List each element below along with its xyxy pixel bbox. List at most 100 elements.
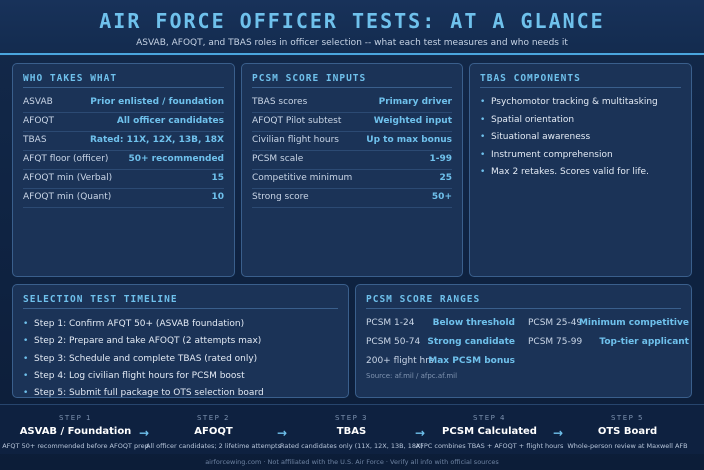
list-item-text: Max 2 retakes. Scores valid for life.: [491, 167, 649, 177]
arrow-right-icon: →: [415, 426, 426, 440]
row-value: 50+ recommended: [128, 154, 224, 164]
bullet-icon: •: [480, 115, 486, 125]
kv-row: AFOQT Pilot subtest Weighted input: [252, 113, 452, 132]
list-item: • Step 1: Confirm AFQT 50+ (ASVAB foundat…: [23, 319, 340, 336]
arrow-right-icon: →: [277, 426, 288, 440]
step-number: STEP 1: [58, 414, 93, 422]
row-value: 25: [439, 173, 452, 183]
panel-title: SELECTION TEST TIMELINE: [23, 294, 178, 305]
range-label: PCSM 50-74: [366, 337, 421, 347]
list-item-text: Step 2: Prepare and take AFOQT (2 attemp…: [34, 336, 262, 346]
panel-title: TBAS COMPONENTS: [480, 73, 581, 84]
step-name: TBAS: [336, 426, 367, 437]
list-item: • Situational awareness: [480, 132, 683, 149]
row-label: AFOQT: [23, 116, 54, 126]
step-name: AFOQT: [194, 426, 233, 437]
row-label: AFOQT min (Verbal): [23, 173, 113, 183]
kv-row: AFQT floor (officer) 50+ recommended: [23, 151, 224, 170]
bullet-icon: •: [23, 319, 29, 329]
kv-row: AFOQT min (Verbal) 15: [23, 170, 224, 189]
kv-row: AFOQT min (Quant) 10: [23, 189, 224, 208]
row-label: TBAS: [23, 135, 47, 145]
range-label: PCSM 1-24: [366, 318, 415, 328]
row-label: Strong score: [252, 192, 309, 202]
step-bar: STEP 1 ASVAB / Foundation AFQT 50+ recom…: [0, 404, 704, 454]
list-item: • Step 4: Log civilian flight hours for P…: [23, 371, 340, 388]
list-item: • Spatial orientation: [480, 115, 683, 132]
list-item-text: Step 5: Submit full package to OTS selec…: [34, 388, 264, 398]
kv-row: ASVAB Prior enlisted / foundation: [23, 94, 224, 113]
range-value: Max PCSM bonus: [428, 356, 515, 366]
kv-row: Civilian flight hours Up to max bonus: [252, 132, 452, 151]
range-value: Minimum competitive: [578, 318, 689, 328]
pcsm-inputs-panel: PCSM SCORE INPUTS TBAS scores Primary dri…: [241, 63, 463, 277]
kv-row: PCSM scale 1-99: [252, 151, 452, 170]
list-item-text: Instrument comprehension: [491, 150, 613, 160]
row-value: Weighted input: [373, 116, 452, 126]
range-label: PCSM 25-49: [528, 318, 583, 328]
bullet-icon: •: [480, 167, 486, 177]
row-label: TBAS scores: [252, 97, 308, 107]
panel-title: WHO TAKES WHAT: [23, 73, 118, 84]
panel-title: PCSM SCORE INPUTS: [252, 73, 367, 84]
step-name: PCSM Calculated: [442, 426, 537, 437]
range-label: 200+ flight hrs: [366, 356, 434, 366]
panel-divider: [23, 308, 338, 309]
list-item: • Max 2 retakes. Scores valid for life.: [480, 167, 683, 184]
step-name: OTS Board: [597, 426, 658, 437]
arrow-right-icon: →: [553, 426, 564, 440]
row-label: Competitive minimum: [252, 173, 353, 183]
panel-divider: [366, 308, 681, 309]
list-item-text: Situational awareness: [491, 132, 591, 142]
range-label: PCSM 75-99: [528, 337, 583, 347]
arrow-right-icon: →: [139, 426, 150, 440]
list-item-text: Step 4: Log civilian flight hours for PC…: [34, 371, 245, 381]
panel-divider: [480, 87, 681, 88]
row-value: Primary driver: [378, 97, 452, 107]
bullet-icon: •: [23, 354, 29, 364]
list-item: • Psychomotor tracking & multitasking: [480, 97, 683, 114]
list-item-text: Psychomotor tracking & multitasking: [491, 97, 658, 107]
page-subtitle: ASVAB, AFOQT, and TBAS roles in officer …: [136, 38, 568, 48]
row-label: AFOQT min (Quant): [23, 192, 112, 202]
bullet-icon: •: [480, 150, 486, 160]
page-header: AIR FORCE OFFICER TESTS: AT A GLANCE ASV…: [0, 0, 704, 56]
bullet-icon: •: [23, 371, 29, 381]
row-label: ASVAB: [23, 97, 53, 107]
row-value: Up to max bonus: [366, 135, 452, 145]
range-value: Top-tier applicant: [599, 337, 689, 347]
list-item: • Step 2: Prepare and take AFOQT (2 attem…: [23, 336, 340, 353]
source-note: Source: af.mil / afpc.af.mil: [366, 372, 458, 380]
step-description: Whole-person review at Maxwell AFB: [567, 442, 688, 450]
range-value: Strong candidate: [427, 337, 515, 347]
page-title: AIR FORCE OFFICER TESTS: AT A GLANCE: [99, 9, 605, 33]
list-item: • Step 5: Submit full package to OTS sele…: [23, 388, 340, 405]
kv-row: Competitive minimum 25: [252, 170, 452, 189]
step-description: All officer candidates; 2 lifetime attem…: [146, 442, 281, 450]
row-value: 1-99: [429, 154, 452, 164]
kv-row: TBAS scores Primary driver: [252, 94, 452, 113]
bullet-icon: •: [480, 97, 486, 107]
range-row: PCSM 75-99 Top-tier applicant: [528, 334, 689, 353]
kv-row: TBAS Rated: 11X, 12X, 13B, 18X: [23, 132, 224, 151]
step-description: AFPC combines TBAS + AFOQT + flight hour…: [415, 442, 564, 450]
panel-divider: [23, 87, 224, 88]
row-value: All officer candidates: [116, 116, 224, 126]
panel-divider: [252, 87, 452, 88]
tbas-components-panel: TBAS COMPONENTS • Psychomotor tracking & …: [469, 63, 692, 277]
row-value: Rated: 11X, 12X, 13B, 18X: [89, 135, 224, 145]
step-number: STEP 5: [610, 414, 645, 422]
kv-row: Strong score 50+: [252, 189, 452, 208]
list-item-text: Spatial orientation: [491, 115, 575, 125]
panel-title: PCSM SCORE RANGES: [366, 294, 481, 305]
list-item-text: Step 1: Confirm AFQT 50+ (ASVAB foundati…: [34, 319, 245, 329]
row-value: 10: [211, 192, 224, 202]
timeline-panel: SELECTION TEST TIMELINE • Step 1: Confirm…: [12, 284, 349, 398]
pcsm-ranges-panel: PCSM SCORE RANGES PCSM 1-24 Below thresho…: [355, 284, 692, 398]
row-label: AFOQT Pilot subtest: [252, 116, 342, 126]
step-number: STEP 2: [196, 414, 231, 422]
range-row: 200+ flight hrs Max PCSM bonus: [366, 353, 515, 372]
row-value: 15: [211, 173, 224, 183]
list-item: • Instrument comprehension: [480, 150, 683, 167]
row-label: AFQT floor (officer): [23, 154, 109, 164]
